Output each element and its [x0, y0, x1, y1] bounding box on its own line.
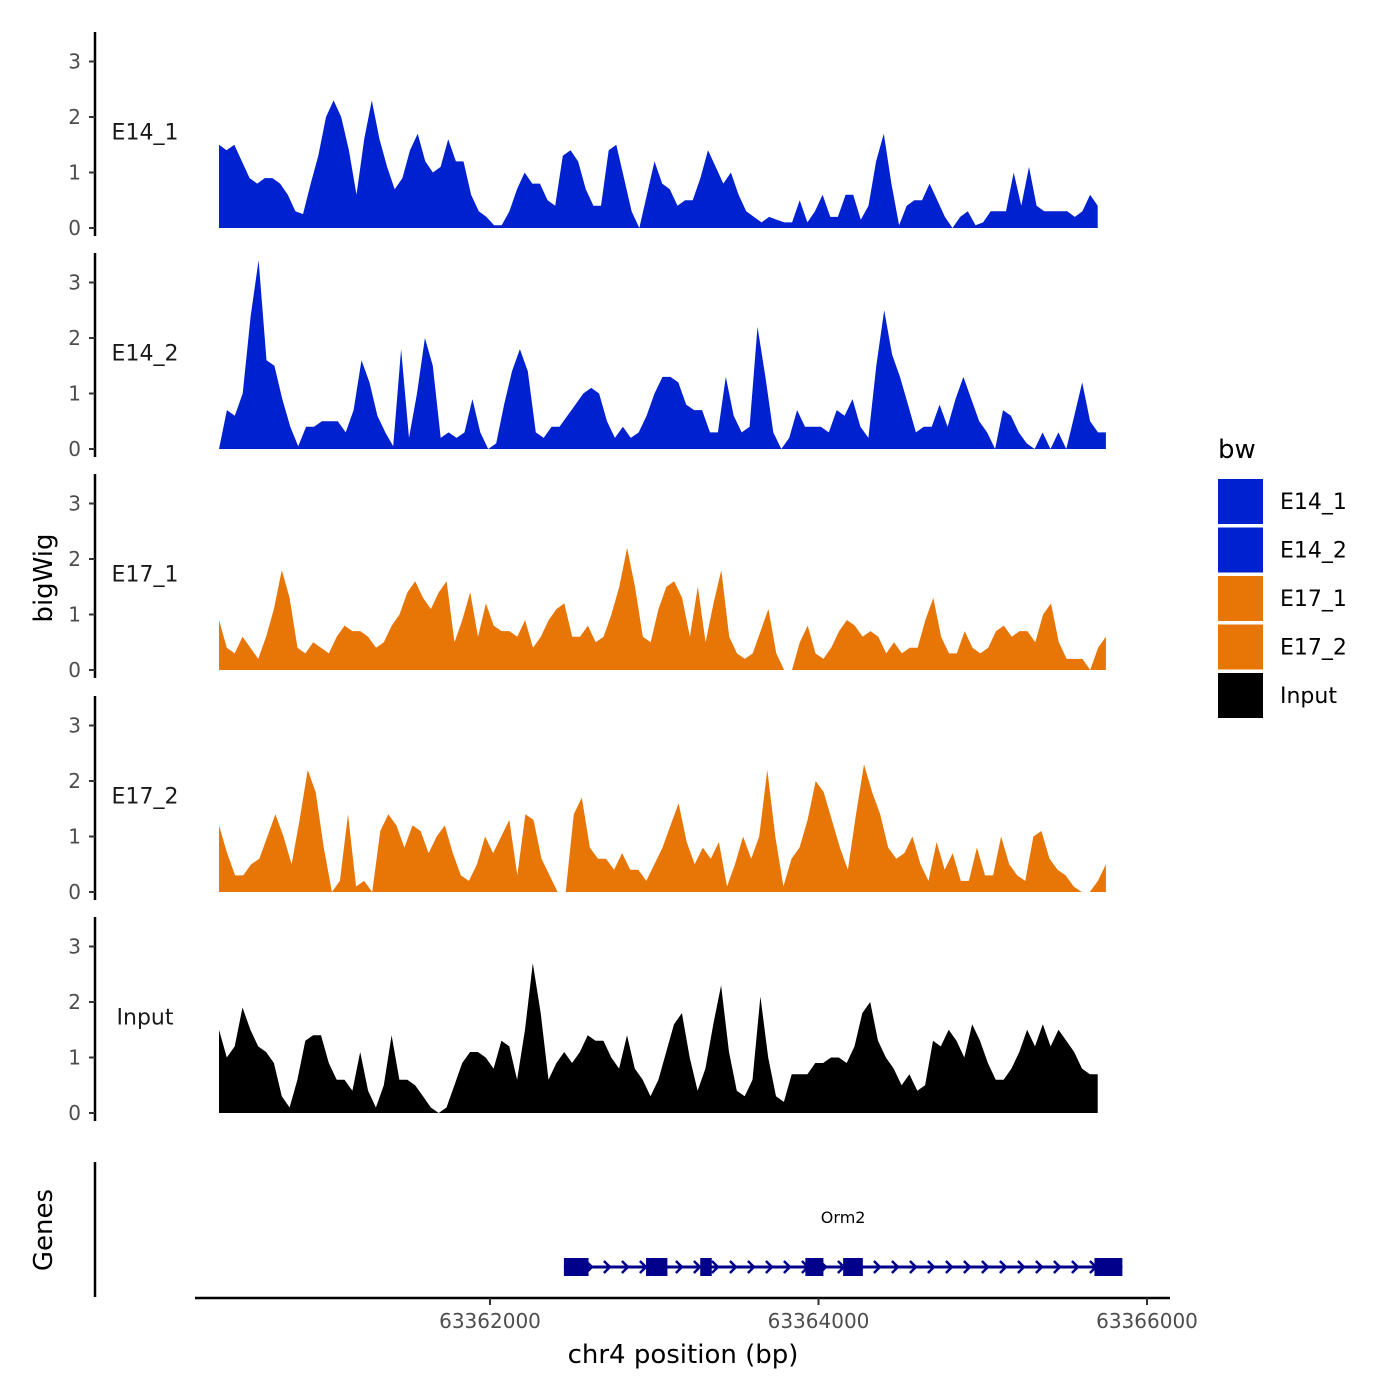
strand-arrow — [909, 1260, 918, 1274]
legend-label: E17_1 — [1280, 587, 1347, 612]
legend-item-e17-2: E17_2 — [1218, 624, 1347, 670]
strand-arrow — [783, 1260, 792, 1274]
track-input: 0 1 2 3 Input — [68, 917, 1098, 1125]
y-tick-label: 0 — [68, 1101, 81, 1125]
legend-swatch — [1218, 527, 1263, 573]
track-label: Input — [117, 1006, 174, 1031]
y-tick-label: 0 — [68, 658, 81, 682]
strand-arrow — [729, 1260, 738, 1274]
legend-item-input: Input — [1218, 673, 1337, 718]
x-tick-label: 63364000 — [768, 1309, 870, 1333]
legend-swatch — [1218, 576, 1263, 621]
y-tick-label: 0 — [68, 880, 81, 904]
strand-arrow — [999, 1260, 1008, 1274]
exon — [1094, 1258, 1123, 1276]
y-axis-title: bigWig — [29, 533, 59, 622]
track-label: E17_1 — [112, 563, 179, 588]
x-tick-label: 63362000 — [439, 1309, 541, 1333]
strand-arrow — [1035, 1260, 1044, 1274]
legend-item-e14-2: E14_2 — [1218, 527, 1347, 573]
y-tick-label: 3 — [68, 935, 81, 959]
y-tick-label: 1 — [68, 161, 81, 185]
legend-label: E17_2 — [1280, 636, 1347, 661]
track-e14-2: 0 1 2 3 E14_2 — [68, 253, 1106, 461]
legend: E14_1 E14_2 E17_1 E17_2 Input — [1218, 479, 1347, 718]
strand-arrow — [711, 1260, 720, 1274]
gene-track-title: Genes — [29, 1189, 59, 1271]
track-label: E17_2 — [112, 785, 179, 810]
track-e14-1: 0 1 2 3 E14_1 — [68, 32, 1098, 240]
y-tick-label: 2 — [68, 547, 81, 571]
exon — [843, 1258, 863, 1276]
y-tick-label: 1 — [68, 825, 81, 849]
strand-arrow — [675, 1260, 684, 1274]
legend-swatch — [1218, 673, 1263, 718]
x-axis-title: chr4 position (bp) — [568, 1340, 799, 1370]
y-tick-label: 0 — [68, 216, 81, 240]
strand-arrow — [963, 1260, 972, 1274]
track-label: E14_1 — [112, 121, 179, 146]
track-label: E14_2 — [112, 342, 179, 367]
y-tick-label: 3 — [68, 492, 81, 516]
strand-arrow — [945, 1260, 954, 1274]
strand-arrow — [891, 1260, 900, 1274]
legend-item-e14-1: E14_1 — [1218, 479, 1347, 524]
y-tick-label: 1 — [68, 603, 81, 627]
signal-tracks: 0 1 2 3 E14_1 0 1 2 3 E14_2 0 1 2 3 E17_1 0 1 2 3 E17_2 0 1 2 3… — [68, 32, 1106, 1125]
y-tick-label: 2 — [68, 769, 81, 793]
area-e17-1 — [219, 547, 1106, 670]
y-tick-label: 3 — [68, 714, 81, 738]
strand-arrow — [603, 1260, 612, 1274]
exon — [700, 1258, 712, 1276]
x-axis: 63362000 63364000 63366000 — [195, 1296, 1198, 1333]
strand-arrow — [765, 1260, 774, 1274]
y-tick-label: 2 — [68, 990, 81, 1014]
strand-arrow — [747, 1260, 756, 1274]
area-e17-2 — [219, 764, 1106, 892]
strand-arrow — [693, 1260, 702, 1274]
y-tick-label: 2 — [68, 105, 81, 129]
strand-arrow — [927, 1260, 936, 1274]
strand-arrow — [1017, 1260, 1026, 1274]
legend-item-e17-1: E17_1 — [1218, 576, 1347, 621]
area-input — [219, 963, 1098, 1113]
gene-track: Orm2 — [93, 1162, 1123, 1297]
exon — [563, 1258, 589, 1276]
legend-label: Input — [1280, 684, 1337, 709]
legend-label: E14_2 — [1280, 539, 1347, 564]
x-tick-label: 63366000 — [1096, 1309, 1198, 1333]
y-tick-label: 3 — [68, 271, 81, 295]
track-e17-2: 0 1 2 3 E17_2 — [68, 696, 1106, 904]
strand-arrow — [1053, 1260, 1062, 1274]
strand-arrow — [981, 1260, 990, 1274]
gene-orm2: Orm2 — [563, 1208, 1123, 1276]
legend-swatch — [1218, 479, 1263, 524]
track-e17-1: 0 1 2 3 E17_1 — [68, 474, 1106, 682]
exon — [646, 1258, 668, 1276]
legend-title: bw — [1218, 435, 1256, 465]
legend-label: E14_1 — [1280, 490, 1347, 515]
y-tick-label: 2 — [68, 326, 81, 350]
gene-label: Orm2 — [821, 1208, 866, 1227]
y-tick-label: 1 — [68, 1046, 81, 1070]
strand-arrow — [1071, 1260, 1080, 1274]
strand-arrow — [639, 1260, 648, 1274]
y-tick-label: 1 — [68, 382, 81, 406]
legend-swatch — [1218, 624, 1263, 670]
area-e14-2 — [219, 260, 1106, 449]
area-e14-1 — [219, 100, 1098, 228]
exon — [805, 1258, 824, 1276]
strand-arrow — [873, 1260, 882, 1274]
y-tick-label: 3 — [68, 50, 81, 74]
strand-arrow — [621, 1260, 630, 1274]
y-tick-label: 0 — [68, 437, 81, 461]
